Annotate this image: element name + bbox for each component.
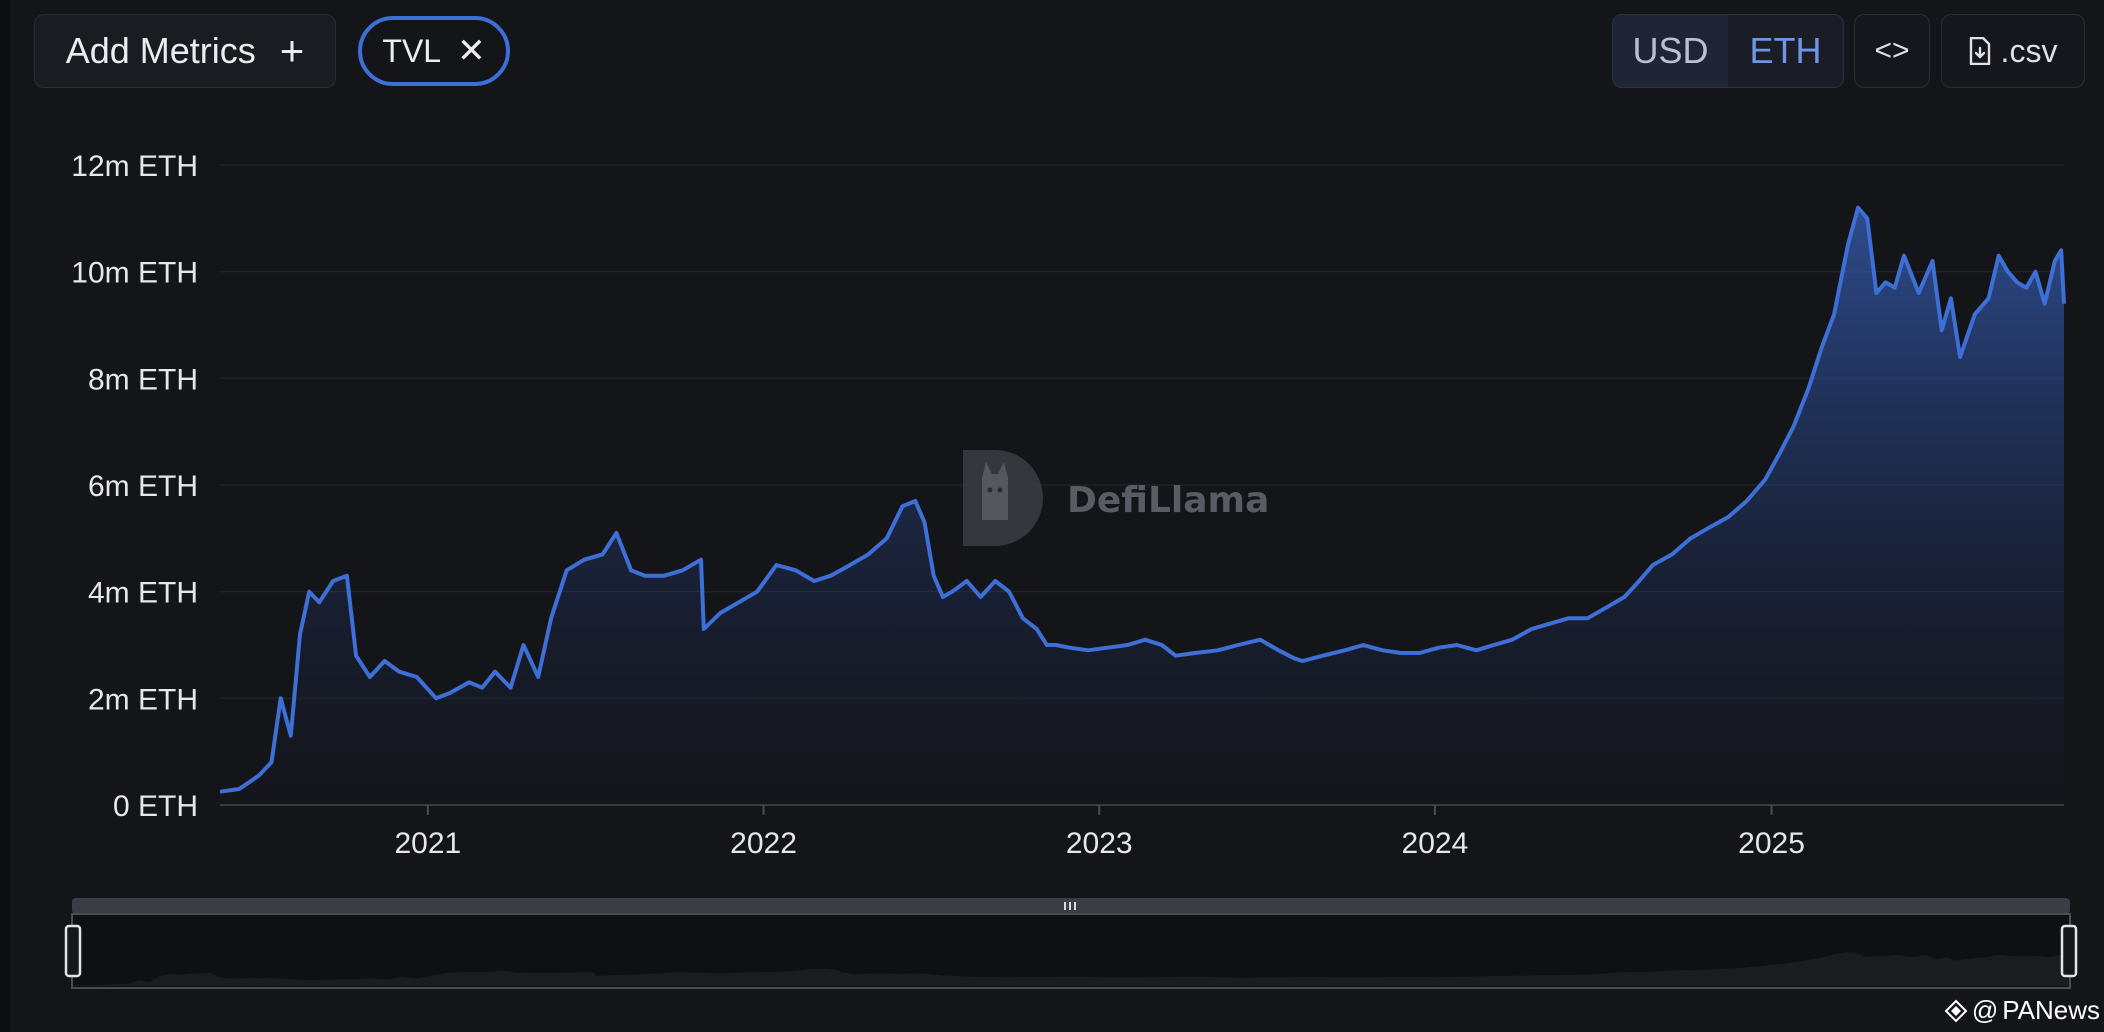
defillama-watermark: DefiLlama [963, 450, 1269, 546]
metric-chip-tvl[interactable]: TVL ✕ [358, 16, 510, 86]
csv-label: .csv [2000, 32, 2058, 69]
y-tick-label: 12m ETH [71, 150, 198, 183]
code-brackets-icon: <> [1874, 34, 1910, 67]
y-tick-label: 6m ETH [88, 470, 198, 503]
x-tick-label: 2024 [1402, 827, 1469, 860]
panews-credit: @ PANews [1944, 995, 2100, 1026]
x-tick-label: 2023 [1066, 827, 1133, 860]
x-tick-label: 2025 [1738, 827, 1805, 860]
currency-toggle: USD ETH [1612, 14, 1844, 88]
plus-icon: + [279, 27, 305, 74]
add-metrics-button[interactable]: Add Metrics + [34, 14, 336, 88]
defillama-wordmark: DefiLlama [1067, 480, 1269, 521]
diamond-logo-icon [1944, 999, 1968, 1022]
add-metrics-label: Add Metrics [65, 30, 256, 71]
range-handle-left[interactable] [64, 924, 82, 978]
currency-usd-option[interactable]: USD [1613, 15, 1728, 87]
y-tick-label: 0 ETH [113, 790, 198, 823]
overview-sparkline [73, 952, 2069, 986]
tvl-area [220, 207, 2064, 805]
csv-download-button[interactable]: .csv [1941, 14, 2085, 88]
credit-prefix: @ [1971, 995, 1999, 1025]
grip-icon[interactable] [1064, 902, 1066, 910]
tvl-line [219, 205, 2066, 794]
y-tick-label: 8m ETH [88, 363, 198, 396]
window-edge [0, 0, 10, 1032]
y-tick-label: 2m ETH [88, 683, 198, 716]
y-tick-label: 10m ETH [71, 257, 198, 290]
embed-button[interactable]: <> [1854, 14, 1930, 88]
file-download-icon [1969, 37, 1990, 65]
tvl-chart: 0 ETH 2m ETH 4m ETH 6m ETH 8m ETH 10m ETH 12m … [64, 150, 2078, 989]
credit-text: PANews [2002, 995, 2100, 1025]
currency-eth-option[interactable]: ETH [1728, 15, 1843, 87]
metric-chip-label: TVL [382, 32, 442, 69]
range-handle-right[interactable] [2060, 924, 2078, 978]
close-icon[interactable]: ✕ [457, 32, 486, 70]
x-tick-label: 2022 [730, 827, 797, 860]
range-overview [64, 898, 2078, 989]
y-tick-label: 4m ETH [88, 577, 198, 610]
x-tick-label: 2021 [394, 827, 461, 860]
